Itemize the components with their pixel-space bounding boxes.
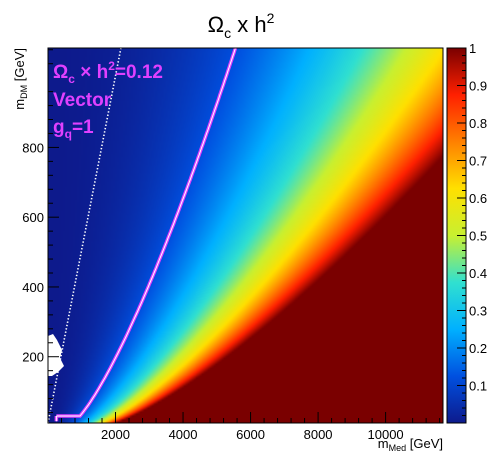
title-sup: 2: [267, 10, 275, 26]
z-tick-label: 0.5: [469, 229, 487, 244]
y-title-unit: [GeV]: [12, 48, 27, 85]
plot-frame: [47, 47, 444, 424]
y-title-main: m: [12, 99, 27, 110]
z-tick-label: 0.1: [469, 379, 487, 394]
resonance-diagonal-line: [48, 48, 122, 423]
annot-omega-sub: c: [68, 72, 75, 86]
y-axis-title: mDM [GeV]: [12, 48, 29, 110]
annot-omega: Ω: [53, 62, 68, 83]
x-axis-title: mMed [GeV]: [378, 436, 443, 453]
relic-contour-inner-line: [55, 48, 237, 422]
z-tick-label: 0.9: [469, 79, 487, 94]
annot-value: =0.12: [115, 62, 163, 83]
annotation-block: Ωc × h2=0.12 Vector gq=1: [53, 59, 163, 141]
y-title-sub: DM: [19, 85, 29, 99]
title-mid: x h: [231, 12, 266, 37]
z-tick-label: 0.7: [469, 154, 487, 169]
y-tick-label: 600: [22, 210, 44, 225]
z-tick-label: 0.4: [469, 266, 487, 281]
annot-sup: 2: [108, 59, 115, 73]
z-tick-label: 0.8: [469, 116, 487, 131]
x-tick-label: 4000: [169, 427, 198, 442]
title-omega: Ω: [208, 12, 224, 37]
x-title-main: m: [378, 436, 389, 451]
annotation-model: Vector: [53, 90, 112, 111]
annot-g: g: [53, 117, 65, 138]
annot-g-value: =1: [72, 117, 94, 138]
chart-title: Ωc x h2: [208, 10, 275, 41]
y-tick-label: 200: [22, 350, 44, 365]
x-tick-label: 2000: [101, 427, 130, 442]
x-tick-label: 6000: [236, 427, 265, 442]
x-axis: 2000 4000 6000 8000 10000: [61, 412, 441, 442]
plot-area: [48, 48, 443, 423]
y-tick-label: 800: [22, 140, 44, 155]
z-tick-label: 0.6: [469, 191, 487, 206]
x-tick-label: 8000: [304, 427, 333, 442]
annot-g-sub: q: [65, 127, 72, 141]
annotation-coupling: gq=1: [53, 117, 94, 141]
no-data-region: [48, 334, 64, 376]
x-tick-label: 10000: [368, 427, 404, 442]
z-tick-label: 1: [469, 41, 476, 56]
title-sub: c: [224, 25, 231, 41]
color-scale-axis: 0.1 0.2 0.3 0.4 0.5 0.6 0.7 0.8 0.9 1: [457, 41, 487, 416]
z-tick-label: 0.2: [469, 341, 487, 356]
x-title-sub: Med: [389, 443, 407, 453]
annotation-relic: Ωc × h2=0.12: [53, 59, 163, 86]
annot-times-h: × h: [75, 62, 108, 83]
y-tick-label: 400: [22, 280, 44, 295]
z-tick-label: 0.3: [469, 304, 487, 319]
x-title-unit: [GeV]: [406, 436, 443, 451]
y-axis: 200 400 600 800: [22, 49, 59, 414]
